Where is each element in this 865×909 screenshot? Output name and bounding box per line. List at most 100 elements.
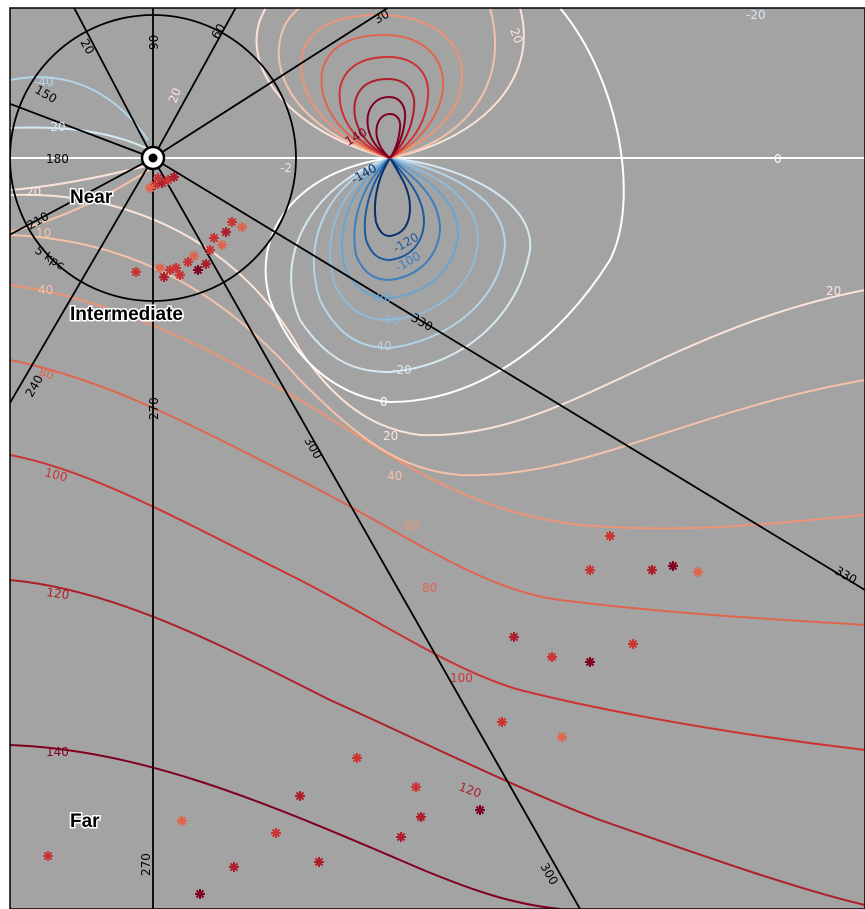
label-n-80: -80 <box>372 291 392 305</box>
ray-30 <box>152 8 390 159</box>
star-marker <box>165 265 175 275</box>
label-l-40: 40 <box>38 283 53 297</box>
label-l270-bottom: 270 <box>139 853 153 876</box>
plot-frame <box>9 7 865 909</box>
contour-60 <box>10 284 865 530</box>
label-l180: 180 <box>46 152 69 166</box>
contour-pos20 <box>255 8 525 159</box>
label-c-40: 40 <box>387 469 402 483</box>
contour-120 <box>10 579 865 906</box>
contour-80 <box>10 359 865 626</box>
contour-pos40 <box>277 8 497 159</box>
label-l-m20: -20 <box>46 120 66 134</box>
star-marker <box>227 217 237 227</box>
contour-neg60 <box>329 157 480 322</box>
contour-neg80 <box>341 157 460 300</box>
label-n-20: -20 <box>392 363 412 377</box>
label-top-20: 20 <box>507 26 525 45</box>
label-intermediate: Intermediate <box>70 304 183 325</box>
star-marker <box>169 172 179 182</box>
contour-40 <box>10 234 865 477</box>
star-marker <box>155 263 165 273</box>
contour-pos80 <box>320 33 445 159</box>
star-marker <box>647 565 657 575</box>
star-marker <box>475 805 485 815</box>
contour-pos160 <box>375 112 402 159</box>
star-marker <box>237 222 247 232</box>
star-marker <box>585 565 595 575</box>
contour-100 <box>10 454 865 751</box>
contour-pos120 <box>353 77 416 159</box>
star-marker <box>221 227 231 237</box>
star-marker <box>628 639 638 649</box>
contour-pos140 <box>366 95 407 159</box>
label-far: Far <box>70 811 100 832</box>
contour-neg40 <box>312 157 507 350</box>
ray-240 <box>10 157 154 405</box>
star-marker <box>314 857 324 867</box>
star-marker <box>693 567 703 577</box>
star-marker <box>177 816 187 826</box>
label-right-0: 0 <box>774 152 782 166</box>
star-marker <box>668 561 678 571</box>
label-l270-top: 270 <box>147 397 161 420</box>
star-marker <box>396 832 406 842</box>
ray-330 <box>152 157 865 591</box>
ray-210 <box>10 157 154 236</box>
label-c-20: 20 <box>383 429 398 443</box>
star-marker <box>131 267 141 277</box>
star-marker <box>217 240 227 250</box>
star-marker <box>145 183 155 193</box>
ray-300 <box>152 157 581 909</box>
star-marker <box>229 862 239 872</box>
label-l60: 60 <box>208 21 228 41</box>
label-l20: 20 <box>77 37 97 57</box>
star-marker <box>271 828 281 838</box>
sun-symbol-dot <box>148 153 158 163</box>
label-l-80: 80 <box>37 365 56 383</box>
contour-neg120 <box>363 157 426 262</box>
contour-pos100 <box>338 55 430 159</box>
star-marker <box>557 732 567 742</box>
star-marker <box>153 173 163 183</box>
label-l30-top: 30 <box>372 7 392 27</box>
star-marker <box>411 782 421 792</box>
label-l-100: 100 <box>43 465 69 484</box>
star-marker <box>195 889 205 899</box>
label-l-10: 10 <box>36 226 51 240</box>
contour-neg20 <box>290 157 532 374</box>
star-marker <box>175 270 185 280</box>
star-marker <box>416 812 426 822</box>
star-marker <box>193 265 203 275</box>
source-markers <box>43 172 703 899</box>
star-marker <box>201 259 211 269</box>
ray-150 <box>10 102 154 159</box>
star-marker <box>605 531 615 541</box>
ray-60 <box>152 8 237 159</box>
label-n-40: -40 <box>372 339 392 353</box>
star-marker <box>159 272 169 282</box>
star-marker <box>189 251 199 261</box>
star-marker <box>205 245 215 255</box>
star-marker <box>209 233 219 243</box>
label-top-m20: -20 <box>746 8 766 22</box>
label-c-0: 0 <box>380 395 388 409</box>
label-p-20: 20 <box>166 86 184 105</box>
contour-140 <box>10 744 561 909</box>
label-n-60: -60 <box>380 313 400 327</box>
star-marker <box>43 851 53 861</box>
contour-pos60 <box>300 13 464 159</box>
star-marker <box>509 632 519 642</box>
contour-left-20 <box>10 164 151 191</box>
star-marker <box>497 717 507 727</box>
label-l-20: 20 <box>26 185 41 199</box>
label-c-100: 100 <box>450 671 473 685</box>
label-n-m2: -2 <box>280 161 292 175</box>
label-c-60: 60 <box>404 519 419 533</box>
label-right-20: 20 <box>826 284 841 298</box>
star-marker <box>585 657 595 667</box>
label-c-80: 80 <box>422 581 437 595</box>
